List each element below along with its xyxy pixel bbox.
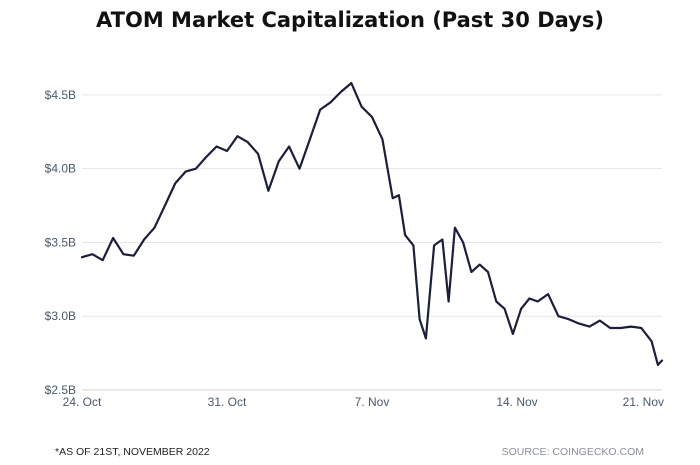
x-axis-tick-labels: 24. Oct 31. Oct 7. Nov 14. Nov 21. Nov bbox=[63, 395, 664, 409]
chart-title: ATOM Market Capitalization (Past 30 Days… bbox=[96, 8, 604, 32]
y-tick-label: $4.0B bbox=[45, 162, 76, 176]
y-tick-label: $2.5B bbox=[45, 383, 76, 397]
x-tick-label: 31. Oct bbox=[208, 395, 247, 409]
x-tick-label: 21. Nov bbox=[623, 395, 664, 409]
x-tick-label: 24. Oct bbox=[63, 395, 102, 409]
y-tick-label: $3.5B bbox=[45, 235, 76, 249]
y-axis-tick-labels: $2.5B $3.0B $3.5B $4.0B $4.5B bbox=[45, 88, 76, 397]
x-tick-label: 14. Nov bbox=[496, 395, 537, 409]
as-of-footnote: *AS OF 21ST, NOVEMBER 2022 bbox=[55, 446, 210, 458]
market-cap-series-line bbox=[80, 81, 664, 366]
series-group bbox=[80, 81, 664, 366]
gridlines bbox=[82, 94, 662, 317]
y-tick-label: $4.5B bbox=[45, 88, 76, 102]
source-credit: SOURCE: COINGECKO.COM bbox=[501, 446, 644, 458]
y-tick-label: $3.0B bbox=[45, 309, 76, 323]
x-tick-label: 7. Nov bbox=[355, 395, 390, 409]
